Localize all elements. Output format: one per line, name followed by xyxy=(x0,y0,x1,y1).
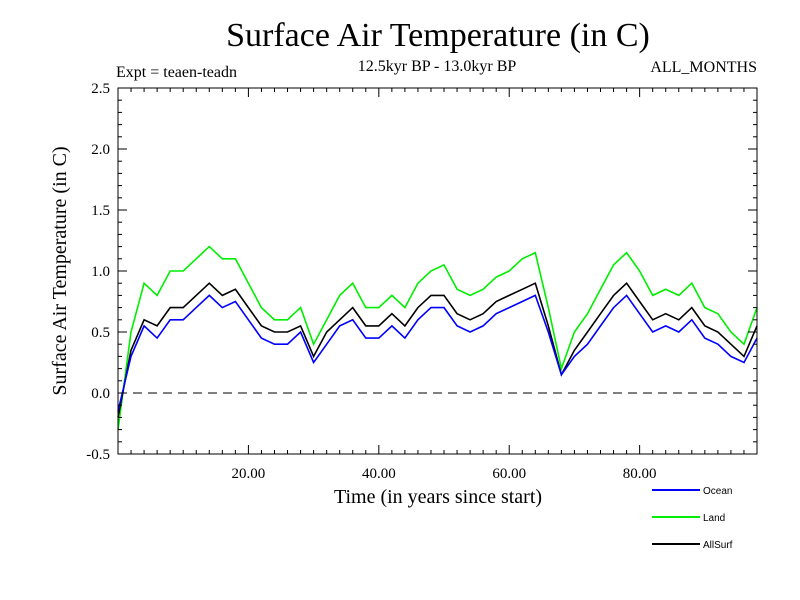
months-label: ALL_MONTHS xyxy=(650,59,757,76)
y-tick-label: 0.0 xyxy=(91,386,110,402)
y-tick-label: 2.0 xyxy=(91,142,110,158)
legend-label-ocean: Ocean xyxy=(703,486,732,497)
x-axis: 20.00 40.00 60.00 80.00 xyxy=(130,88,758,482)
y-tick-label: 0.5 xyxy=(91,325,110,341)
plot-series xyxy=(117,245,758,430)
x-tick-label: 20.00 xyxy=(232,466,266,482)
y-tick-label: 1.5 xyxy=(91,203,110,219)
x-tick-label: 60.00 xyxy=(492,466,526,482)
series-line-land xyxy=(117,245,758,430)
period-label: 12.5kyr BP - 13.0kyr BP xyxy=(358,58,517,75)
series-line-ocean xyxy=(117,294,758,412)
legend-label-allsurf: AllSurf xyxy=(703,540,733,551)
chart-title: Surface Air Temperature (in C) xyxy=(226,17,650,54)
y-axis: -0.5 0.0 0.5 1.0 1.5 2.0 2.5 xyxy=(86,81,757,463)
x-tick-label: 40.00 xyxy=(362,466,396,482)
plot-frame xyxy=(117,87,758,455)
y-tick-label: 2.5 xyxy=(91,81,110,97)
series-line-allsurf xyxy=(117,281,758,418)
y-tick-label: -0.5 xyxy=(86,447,110,463)
y-tick-label: 1.0 xyxy=(91,264,110,280)
x-axis-label: Time (in years since start) xyxy=(334,486,542,508)
legend-label-land: Land xyxy=(703,513,725,524)
y-axis-label: Surface Air Temperature (in C) xyxy=(49,146,71,395)
x-tick-label: 80.00 xyxy=(623,466,657,482)
experiment-label: Expt = teaen-teadn xyxy=(116,64,237,81)
legend: Ocean Land AllSurf xyxy=(652,486,733,551)
